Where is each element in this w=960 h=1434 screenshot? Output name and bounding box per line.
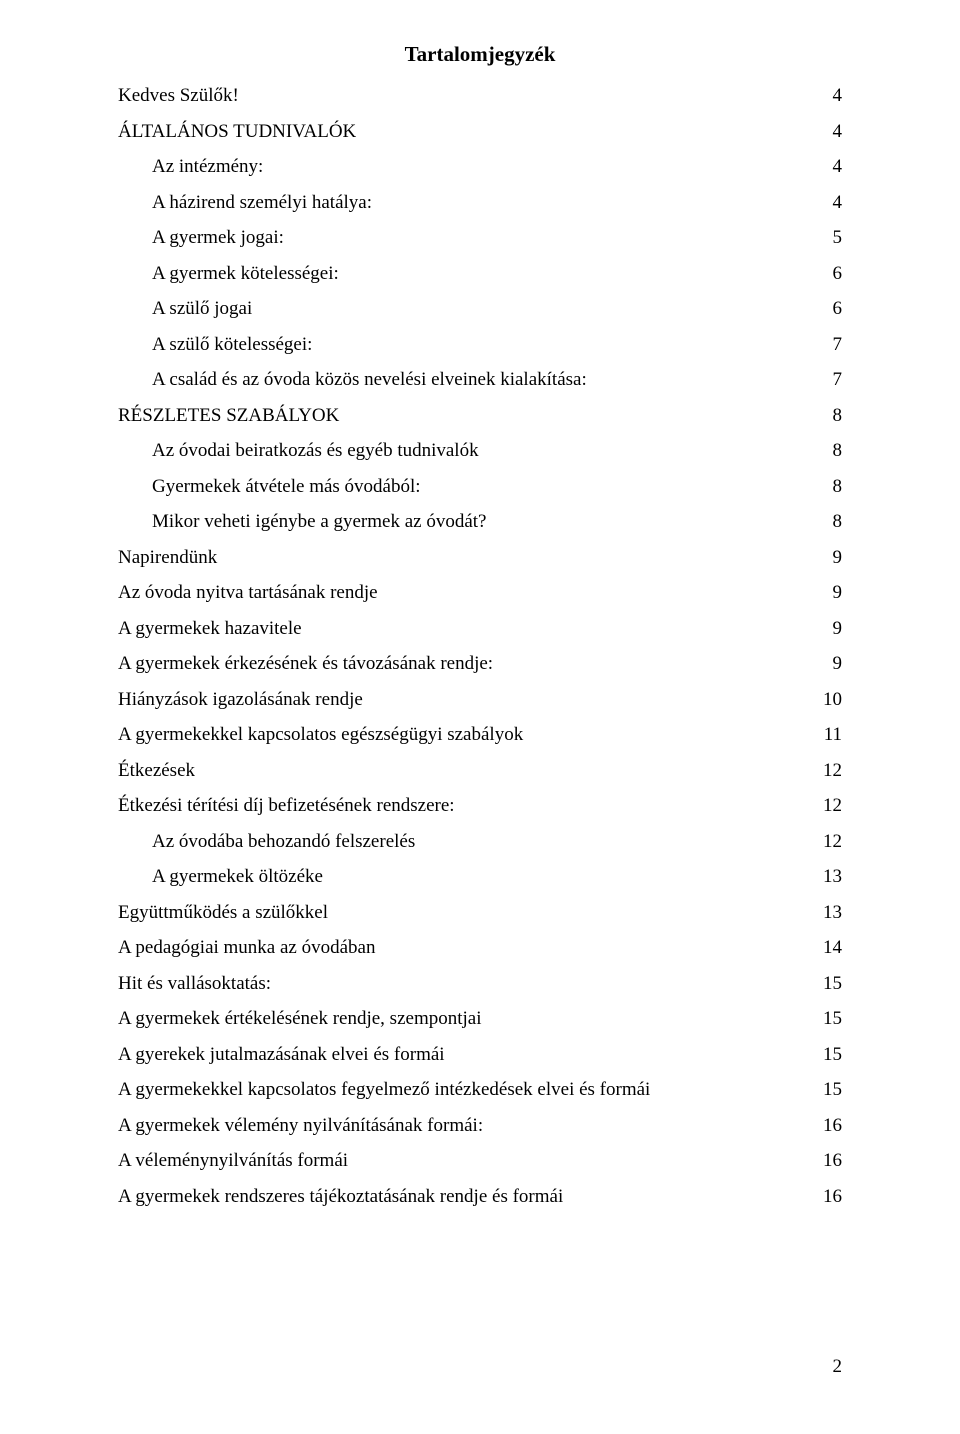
toc-entry-label: A gyermekek érkezésének és távozásának r…: [118, 653, 493, 675]
toc-entry-label: Napirendünk: [118, 547, 217, 569]
toc-entry-label: Hiányzások igazolásának rendje: [118, 689, 363, 711]
toc-entry-page: 7: [829, 369, 843, 391]
toc-entry-page: 11: [820, 724, 842, 746]
toc-entry[interactable]: A gyermekek érkezésének és távozásának r…: [118, 653, 842, 675]
toc-list: Kedves Szülők! 4ÁLTALÁNOS TUDNIVALÓK 4Az…: [118, 85, 842, 1208]
toc-entry-page: 12: [819, 831, 842, 853]
toc-entry[interactable]: A szülő jogai 6: [118, 298, 842, 320]
toc-entry-page: 8: [829, 511, 843, 533]
toc-entry-label: Kedves Szülők!: [118, 85, 239, 107]
toc-entry-label: A gyermekekkel kapcsolatos egészségügyi …: [118, 724, 523, 746]
toc-entry-label: A gyerekek jutalmazásának elvei és formá…: [118, 1044, 445, 1066]
toc-title: Tartalomjegyzék: [118, 42, 842, 67]
toc-entry[interactable]: Gyermekek átvétele más óvodából: 8: [118, 476, 842, 498]
toc-entry-label: A házirend személyi hatálya:: [152, 192, 372, 214]
toc-entry[interactable]: A gyermekekkel kapcsolatos fegyelmező in…: [118, 1079, 842, 1101]
toc-entry-page: 16: [819, 1150, 842, 1172]
toc-entry[interactable]: A szülő kötelességei: 7: [118, 334, 842, 356]
toc-entry-page: 16: [819, 1115, 842, 1137]
toc-entry-label: A gyermekekkel kapcsolatos fegyelmező in…: [118, 1079, 650, 1101]
toc-entry-label: ÁLTALÁNOS TUDNIVALÓK: [118, 121, 356, 143]
toc-entry-page: 15: [819, 1008, 842, 1030]
toc-entry-page: 9: [829, 547, 843, 569]
toc-entry[interactable]: Mikor veheti igénybe a gyermek az óvodát…: [118, 511, 842, 533]
toc-entry-page: 10: [819, 689, 842, 711]
toc-entry-label: A gyermek kötelességei:: [152, 263, 339, 285]
toc-entry-page: 13: [819, 902, 842, 924]
toc-entry[interactable]: Az óvoda nyitva tartásának rendje 9: [118, 582, 842, 604]
toc-entry-label: Az óvodai beiratkozás és egyéb tudnivaló…: [152, 440, 479, 462]
toc-entry[interactable]: RÉSZLETES SZABÁLYOK 8: [118, 405, 842, 427]
toc-entry[interactable]: Az óvodába behozandó felszerelés 12: [118, 831, 842, 853]
toc-entry-label: A gyermek jogai:: [152, 227, 284, 249]
toc-entry[interactable]: A gyermekek rendszeres tájékoztatásának …: [118, 1186, 842, 1208]
toc-entry[interactable]: Az intézmény: 4: [118, 156, 842, 178]
toc-entry-label: A szülő jogai: [152, 298, 252, 320]
toc-entry-page: 13: [819, 866, 842, 888]
toc-entry-page: 15: [819, 1079, 842, 1101]
toc-entry-label: Étkezési térítési díj befizetésének rend…: [118, 795, 455, 817]
toc-entry-page: 7: [829, 334, 843, 356]
toc-entry[interactable]: A gyermek jogai: 5: [118, 227, 842, 249]
toc-entry[interactable]: A gyermekek öltözéke 13: [118, 866, 842, 888]
page-number: 2: [833, 1356, 843, 1378]
toc-entry[interactable]: A gyerekek jutalmazásának elvei és formá…: [118, 1044, 842, 1066]
toc-entry-label: A gyermekek értékelésének rendje, szempo…: [118, 1008, 482, 1030]
toc-entry[interactable]: Hit és vallásoktatás: 15: [118, 973, 842, 995]
toc-entry[interactable]: Hiányzások igazolásának rendje 10: [118, 689, 842, 711]
toc-entry-label: A szülő kötelességei:: [152, 334, 312, 356]
toc-entry-label: Gyermekek átvétele más óvodából:: [152, 476, 421, 498]
toc-entry[interactable]: Napirendünk 9: [118, 547, 842, 569]
toc-entry-label: A gyermekek öltözéke: [152, 866, 323, 888]
toc-entry-page: 9: [829, 582, 843, 604]
toc-entry-page: 8: [829, 405, 843, 427]
toc-entry-label: RÉSZLETES SZABÁLYOK: [118, 405, 339, 427]
toc-entry-page: 4: [829, 156, 843, 178]
toc-entry[interactable]: Kedves Szülők! 4: [118, 85, 842, 107]
toc-entry-page: 8: [829, 476, 843, 498]
toc-entry[interactable]: A véleménynyilvánítás formái 16: [118, 1150, 842, 1172]
toc-entry-page: 6: [829, 298, 843, 320]
toc-entry-page: 9: [829, 618, 843, 640]
toc-entry[interactable]: A pedagógiai munka az óvodában 14: [118, 937, 842, 959]
toc-entry[interactable]: A házirend személyi hatálya: 4: [118, 192, 842, 214]
toc-entry-label: A gyermekek vélemény nyilvánításának for…: [118, 1115, 483, 1137]
toc-entry[interactable]: Az óvodai beiratkozás és egyéb tudnivaló…: [118, 440, 842, 462]
toc-entry-page: 14: [819, 937, 842, 959]
toc-entry-page: 15: [819, 1044, 842, 1066]
toc-entry-page: 6: [829, 263, 843, 285]
toc-entry[interactable]: ÁLTALÁNOS TUDNIVALÓK 4: [118, 121, 842, 143]
toc-entry-label: Mikor veheti igénybe a gyermek az óvodát…: [152, 511, 487, 533]
toc-entry-label: A gyermekek hazavitele: [118, 618, 302, 640]
toc-entry[interactable]: Együttműködés a szülőkkel 13: [118, 902, 842, 924]
toc-entry[interactable]: Étkezési térítési díj befizetésének rend…: [118, 795, 842, 817]
toc-entry-page: 4: [829, 121, 843, 143]
toc-entry-label: A véleménynyilvánítás formái: [118, 1150, 348, 1172]
toc-entry-page: 15: [819, 973, 842, 995]
toc-entry[interactable]: A gyermek kötelességei: 6: [118, 263, 842, 285]
toc-entry-page: 5: [829, 227, 843, 249]
toc-entry-page: 4: [829, 192, 843, 214]
toc-entry-label: Együttműködés a szülőkkel: [118, 902, 328, 924]
toc-entry[interactable]: A gyermekek hazavitele 9: [118, 618, 842, 640]
toc-entry-page: 16: [819, 1186, 842, 1208]
toc-entry[interactable]: A gyermekek értékelésének rendje, szempo…: [118, 1008, 842, 1030]
toc-entry-label: Az óvodába behozandó felszerelés: [152, 831, 415, 853]
toc-entry-label: A pedagógiai munka az óvodában: [118, 937, 375, 959]
toc-entry[interactable]: Étkezések 12: [118, 760, 842, 782]
toc-entry-page: 9: [829, 653, 843, 675]
toc-entry-label: Az óvoda nyitva tartásának rendje: [118, 582, 378, 604]
toc-entry[interactable]: A család és az óvoda közös nevelési elve…: [118, 369, 842, 391]
toc-entry[interactable]: A gyermekek vélemény nyilvánításának for…: [118, 1115, 842, 1137]
toc-entry-label: A gyermekek rendszeres tájékoztatásának …: [118, 1186, 563, 1208]
toc-entry-page: 4: [829, 85, 843, 107]
toc-entry-label: Az intézmény:: [152, 156, 263, 178]
toc-entry-label: A család és az óvoda közös nevelési elve…: [152, 369, 587, 391]
toc-entry[interactable]: A gyermekekkel kapcsolatos egészségügyi …: [118, 724, 842, 746]
toc-entry-label: Étkezések: [118, 760, 195, 782]
toc-entry-page: 8: [829, 440, 843, 462]
toc-entry-page: 12: [819, 760, 842, 782]
toc-entry-label: Hit és vallásoktatás:: [118, 973, 271, 995]
toc-entry-page: 12: [819, 795, 842, 817]
